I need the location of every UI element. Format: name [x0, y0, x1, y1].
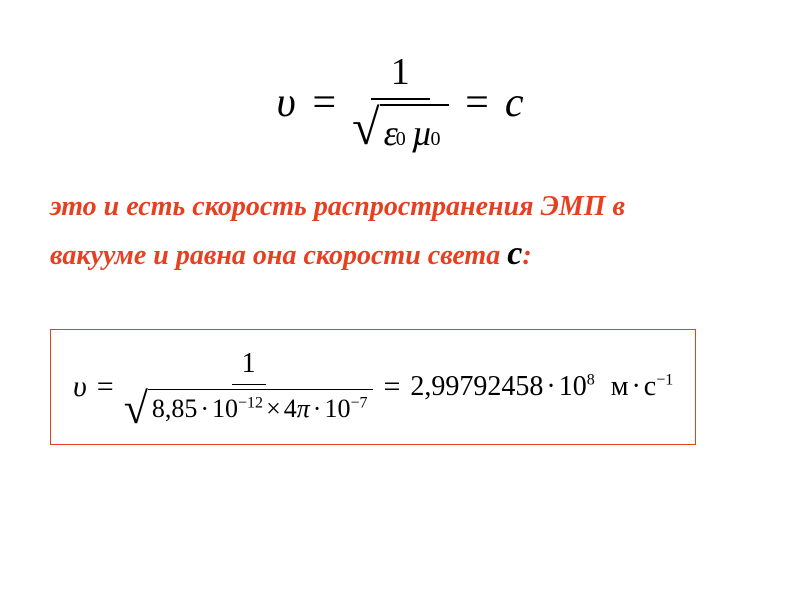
- result-exp: 8: [587, 372, 595, 389]
- formula2-result: 2,99792458·108: [410, 371, 594, 403]
- base10: 10: [212, 394, 238, 423]
- epsilon-subscript: 0: [396, 128, 406, 151]
- formula2-fraction: 1 √ 8,85·10−12×4π·10−7: [124, 348, 374, 426]
- radicand: 8,85·10−12×4π·10−7: [148, 389, 374, 426]
- den-b-exp: −7: [350, 394, 367, 411]
- formula2-row: υ = 1 √ 8,85·10−12×4π·10−7 = 2,99792458·…: [73, 348, 673, 426]
- formula1-rhs: c: [505, 82, 524, 124]
- formula1-lhs: υ: [276, 82, 295, 124]
- formula2-lhs: υ: [73, 370, 87, 404]
- result-coef: 2,99792458: [410, 371, 543, 402]
- cdot-icon: ·: [197, 394, 212, 423]
- den-a: 8,85: [152, 394, 198, 423]
- sqrt: √ ε 0 µ 0: [352, 104, 448, 156]
- formula2-denominator: √ 8,85·10−12×4π·10−7: [124, 385, 374, 426]
- equals-sign-2: =: [383, 370, 400, 404]
- mu-subscript: 0: [431, 128, 441, 151]
- formula-speed-of-light-numeric-box: υ = 1 √ 8,85·10−12×4π·10−7 = 2,99792458·…: [50, 329, 696, 445]
- formula1-denominator: √ ε 0 µ 0: [352, 100, 448, 156]
- radical-sign: √: [124, 395, 148, 432]
- unit-m: м: [611, 371, 629, 402]
- mu-symbol: µ: [412, 112, 433, 154]
- times-icon: ×: [263, 394, 284, 423]
- sqrt: √ 8,85·10−12×4π·10−7: [124, 389, 374, 426]
- equals-sign-2: =: [463, 82, 491, 124]
- description-line2-part1: вакууме и равна она скорости света: [50, 240, 507, 271]
- slide: υ = 1 √ ε 0 µ 0 =: [0, 0, 800, 600]
- formula2-numerator: 1: [232, 348, 266, 385]
- base10: 10: [559, 371, 587, 402]
- den-b: 4: [284, 394, 297, 423]
- equals-sign: =: [97, 370, 114, 404]
- base10: 10: [324, 394, 350, 423]
- pi-symbol: π: [297, 394, 310, 423]
- equals-sign: =: [310, 82, 338, 124]
- formula-speed-of-light-symbolic: υ = 1 √ ε 0 µ 0 =: [50, 50, 750, 156]
- description-line1: это и есть скорость распространения ЭМП …: [50, 191, 625, 222]
- description-c-symbol: с: [507, 235, 522, 272]
- cdot-icon: ·: [628, 371, 643, 402]
- unit-s: с: [644, 371, 656, 402]
- cdot-icon: ·: [543, 371, 558, 402]
- cdot-icon: ·: [310, 394, 325, 423]
- formula1-fraction: 1 √ ε 0 µ 0: [352, 50, 448, 156]
- description-text: это и есть скорость распространения ЭМП …: [50, 186, 750, 279]
- formula1-row: υ = 1 √ ε 0 µ 0 =: [276, 50, 523, 156]
- radicand: ε 0 µ 0: [380, 104, 449, 156]
- unit: м·с−1: [611, 371, 674, 403]
- unit-s-exp: −1: [656, 372, 673, 389]
- radical-sign: √: [352, 110, 379, 162]
- formula1-numerator: 1: [371, 50, 430, 100]
- description-colon: :: [522, 240, 531, 271]
- den-a-exp: −12: [238, 394, 263, 411]
